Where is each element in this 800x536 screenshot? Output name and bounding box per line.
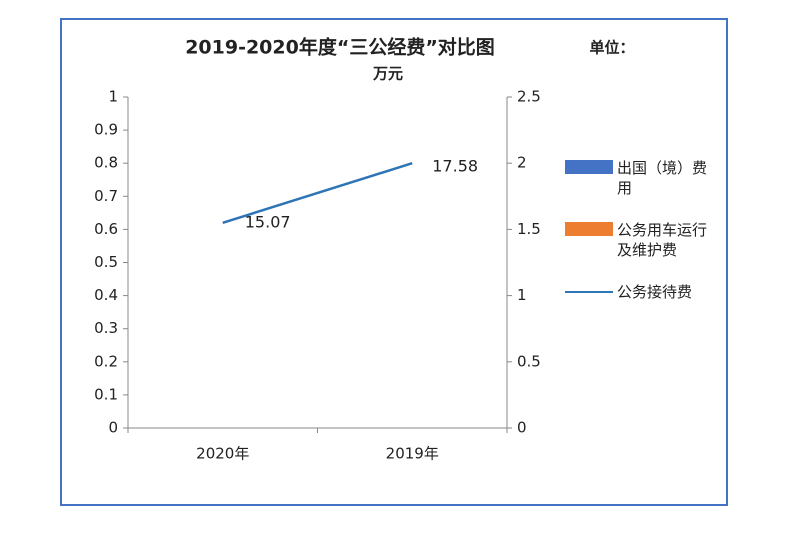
y-tick-label: 0.2 [94,352,118,370]
y-tick-label: 0.5 [94,253,118,271]
legend-swatch [565,291,613,293]
y-tick-label: 1 [108,88,118,106]
legend: 出国（境）费用 公务用车运行及维护费公务接待费 [565,158,725,324]
legend-label: 公务接待费 [617,283,693,301]
legend-item: 出国（境）费用 [565,158,725,198]
y-tick-label: 0.9 [94,121,118,139]
legend-item: 公务接待费 [565,282,725,302]
chart-title: 2019-2020年度“三公经费”对比图 [185,36,495,59]
unit-label: 单位： [589,39,634,57]
annotation: 17.58 [432,157,478,176]
line [222,162,413,224]
annotation: 15.07 [245,212,291,231]
x-tick-label: 2020年 [196,445,249,463]
y2-tick-label: 1.5 [517,220,541,238]
x-tick-label: 2019年 [386,445,439,463]
legend-item: 公务用车运行及维护费 [565,220,725,260]
y-tick-label: 0 [108,419,118,437]
y2-tick-label: 0 [517,419,527,437]
y-tick-label: 0.8 [94,154,118,172]
chart-border [60,18,728,506]
y2-tick-label: 2 [517,154,527,172]
y2-tick-label: 0.5 [517,352,541,370]
y-tick-label: 0.4 [94,286,118,304]
legend-label: 公务用车运行及维护费 [617,221,708,259]
unit-label: 万元 [372,65,403,83]
y2-tick-label: 1 [517,286,527,304]
legend-label: 出国（境）费用 [617,159,708,197]
y-tick-label: 0.1 [94,385,118,403]
legend-swatch [565,160,613,174]
y2-tick-label: 2.5 [517,88,541,106]
legend-swatch [565,222,613,236]
y-tick-label: 0.7 [94,187,118,205]
y-tick-label: 0.6 [94,220,118,238]
y-tick-label: 0.3 [94,319,118,337]
